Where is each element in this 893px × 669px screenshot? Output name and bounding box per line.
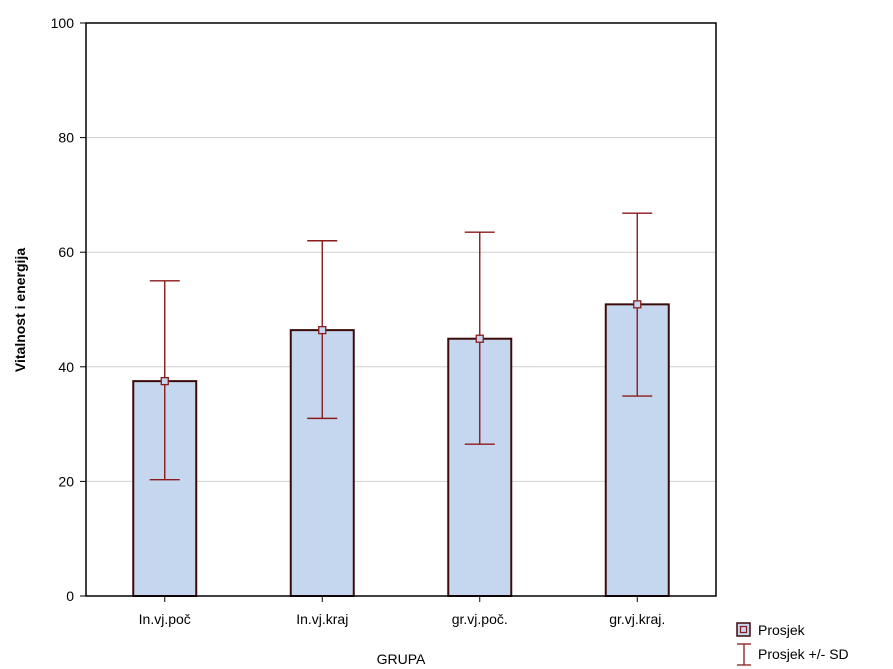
y-tick-label-80: 80 [58,130,74,146]
x-tick-label-3: gr.vj.poč. [452,611,508,627]
y-tick-label-60: 60 [58,244,74,260]
legend-mean-swatch [736,622,751,637]
mean-marker-4 [633,300,642,309]
y-axis-title: Vitalnost i energija [12,248,28,372]
error-bars [149,212,653,481]
y-tick-label-100: 100 [51,15,75,31]
y-tick-label-0: 0 [66,588,74,604]
mean-marker-1 [160,376,169,386]
y-tick-label-40: 40 [58,359,74,375]
x-tick-label-4: gr.vj.kraj. [609,611,665,627]
mean-marker-2 [318,325,327,335]
bars [132,303,670,597]
y-tick-label-20: 20 [58,473,74,489]
x-axis-title: GRUPA [377,651,426,667]
plot-frame [85,22,717,597]
legend-mean-marker [739,625,748,634]
legend-mean-label: Prosjek [758,622,806,638]
legend: Prosjek Prosjek +/- SD [736,622,849,666]
x-tick-label-2: In.vj.kraj [296,611,348,627]
axes [85,22,717,597]
mean-marker-3 [475,334,484,343]
x-tick-label-1: In.vj.poč [139,611,191,627]
legend-sd-label: Prosjek +/- SD [758,646,849,662]
ticks: In.vj.poč In.vj.kraj gr.vj.poč. gr.vj.kraj.… [51,15,666,627]
